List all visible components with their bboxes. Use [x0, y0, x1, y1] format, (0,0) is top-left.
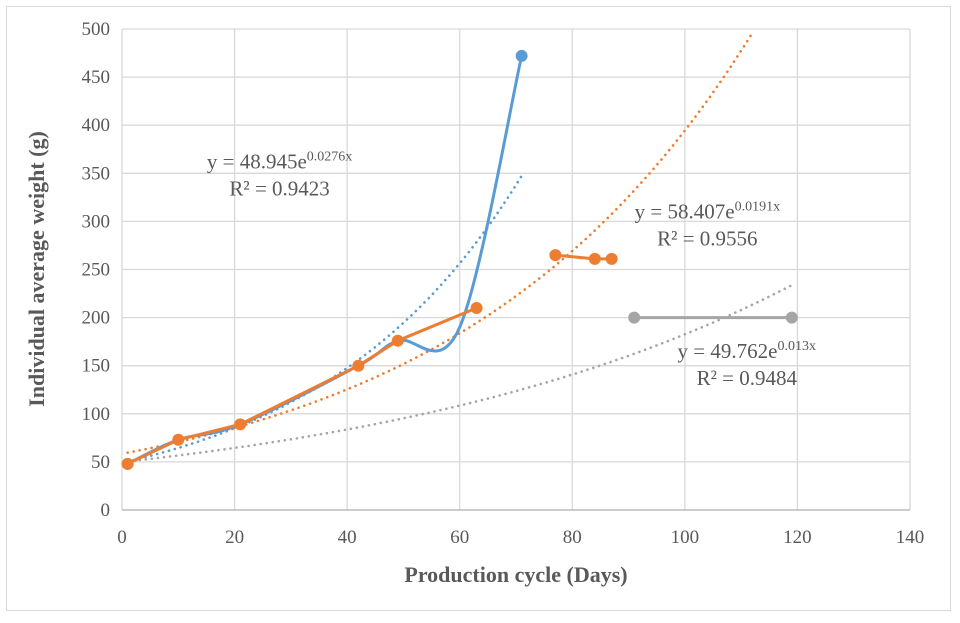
gray-data-point	[628, 311, 641, 324]
x-tick-label: 0	[117, 527, 127, 548]
y-tick-label: 200	[82, 308, 111, 329]
gray-trendline-equation: y = 49.762e0.013x	[678, 339, 816, 363]
orange-data-point	[391, 334, 404, 347]
orange-data-point	[234, 418, 247, 431]
x-axis-title: Production cycle (Days)	[404, 562, 627, 587]
gridlines	[121, 28, 911, 511]
orange-data-point	[588, 252, 601, 265]
orange-trendline-r2: R² = 0.9556	[657, 227, 757, 251]
orange-data-point	[172, 433, 185, 446]
y-tick-label: 250	[82, 260, 111, 281]
x-tick-label: 20	[225, 527, 244, 548]
y-tick-label: 300	[82, 211, 111, 232]
orange-data-point	[352, 359, 365, 372]
gray-data-point	[785, 311, 798, 324]
x-tick-labels: 0 20 40 60 80 100 120 140	[117, 527, 924, 548]
y-tick-label: 50	[91, 452, 110, 473]
y-tick-label: 350	[82, 163, 111, 184]
x-tick-label: 140	[896, 527, 925, 548]
y-axis-title: Individual average weight (g)	[24, 131, 49, 407]
orange-series-line	[126, 306, 478, 466]
orange-trendline-equation: y = 58.407e0.0191x	[635, 200, 780, 224]
y-tick-label: 400	[82, 115, 111, 136]
x-tick-label: 100	[671, 527, 700, 548]
blue-data-point	[515, 49, 528, 62]
orange-data-point	[470, 301, 483, 314]
series-markers	[121, 49, 798, 470]
x-tick-label: 120	[783, 527, 812, 548]
y-tick-label: 0	[101, 500, 111, 521]
x-tick-label: 80	[563, 527, 582, 548]
y-tick-label: 450	[82, 67, 111, 88]
blue-trendline-r2: R² = 0.9423	[229, 176, 329, 200]
y-tick-label: 100	[82, 404, 111, 425]
y-tick-label: 500	[82, 19, 111, 40]
trendline-equations: y = 48.945e0.0276x R² = 0.9423 y = 58.407e…	[207, 149, 816, 390]
orange-data-point	[121, 457, 134, 470]
gray-trendline-r2: R² = 0.9484	[697, 366, 798, 390]
orange-data-point	[549, 249, 562, 262]
y-tick-labels: 0 50 100 150 200 250 300 350 400 450 500	[82, 19, 111, 521]
blue-series-line	[126, 55, 524, 466]
blue-trendline-equation: y = 48.945e0.0276x	[207, 149, 352, 173]
orange-data-point	[605, 252, 618, 265]
x-tick-label: 60	[450, 527, 469, 548]
y-tick-label: 150	[82, 356, 111, 377]
x-tick-label: 40	[338, 527, 357, 548]
